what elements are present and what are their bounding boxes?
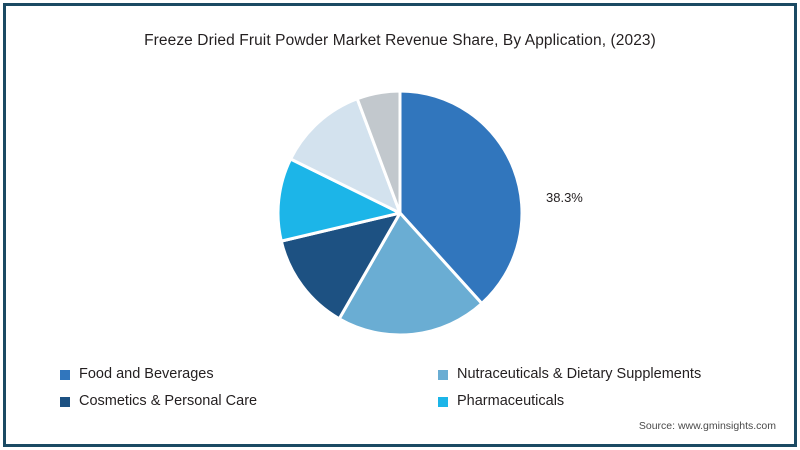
pie-slice[interactable] <box>355 89 402 215</box>
source-attribution: Source: www.gminsights.com <box>638 420 776 432</box>
pie-slice-group <box>276 89 524 337</box>
legend-swatch-icon <box>60 396 70 407</box>
pie-chart <box>272 85 528 341</box>
legend-item-label: Food and Beverages <box>79 366 214 383</box>
legend-column-right: Nutraceuticals & Dietary Supplements Pha… <box>438 361 701 415</box>
data-label-food-and-beverages: 38.3% <box>546 190 583 205</box>
legend-item-nutraceuticals-dietary-supplements[interactable]: Nutraceuticals & Dietary Supplements <box>438 361 701 388</box>
pie-slice[interactable] <box>337 211 484 337</box>
legend-item-cosmetics-personal-care[interactable]: Cosmetics & Personal Care <box>60 388 257 415</box>
pie-slice[interactable] <box>276 157 402 243</box>
legend-item-pharmaceuticals[interactable]: Pharmaceuticals <box>438 388 701 415</box>
pie-slice[interactable] <box>398 89 524 305</box>
legend-item-label: Cosmetics & Personal Care <box>79 393 258 410</box>
legend-swatch-icon <box>438 369 448 380</box>
pie-slice[interactable] <box>289 97 402 215</box>
legend-item-label: Nutraceuticals & Dietary Supplements <box>457 366 702 383</box>
pie-chart-svg <box>276 89 524 337</box>
legend-item-label: Pharmaceuticals <box>457 393 565 410</box>
legend-swatch-icon <box>60 369 70 380</box>
legend-column-left: Food and Beverages Cosmetics & Personal … <box>60 361 257 415</box>
pie-slice[interactable] <box>279 211 402 321</box>
page-title: Freeze Dried Fruit Powder Market Revenue… <box>144 32 656 49</box>
legend-swatch-icon <box>438 396 448 407</box>
legend-item-food-and-beverages[interactable]: Food and Beverages <box>60 361 257 388</box>
